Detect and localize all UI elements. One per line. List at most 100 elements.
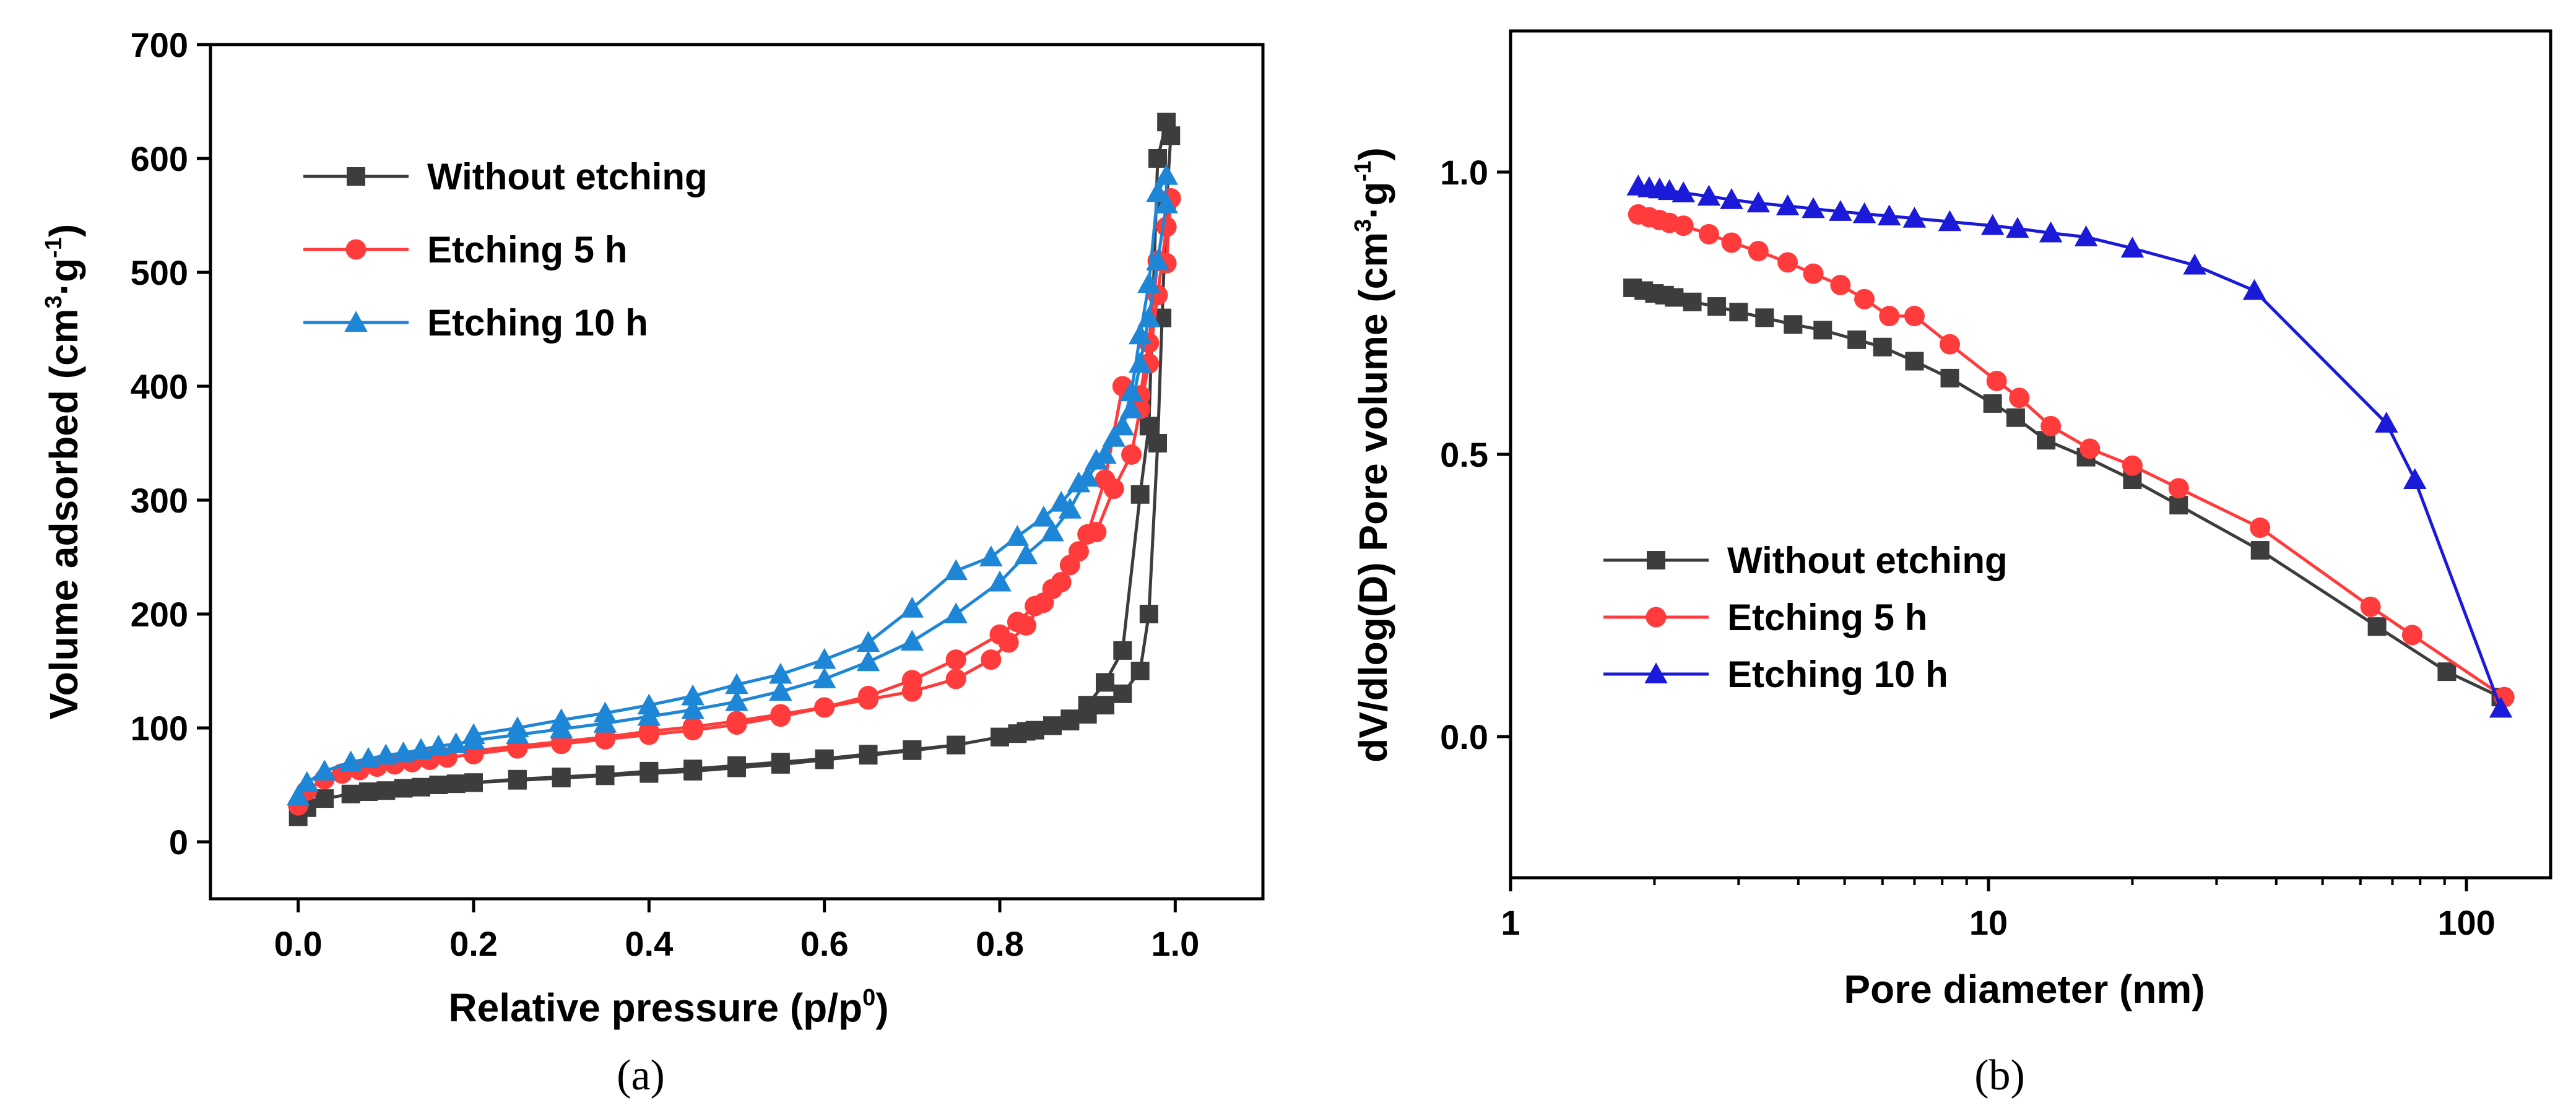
data-point (725, 673, 748, 695)
data-point (637, 693, 661, 715)
data-point (1016, 615, 1036, 636)
data-point (1847, 330, 1867, 349)
data-point (1148, 149, 1167, 168)
data-point (859, 746, 878, 765)
data-point (2009, 387, 2030, 409)
chart-a-legend: Without etching Etching 5 h Etching 10 h (303, 156, 708, 344)
series-without-etching (288, 113, 1181, 826)
legend-label: Etching 10 h (1727, 654, 1948, 695)
data-point (1041, 520, 1064, 542)
data-point (2079, 438, 2101, 459)
data-point (1802, 197, 1825, 219)
data-point (681, 698, 705, 719)
data-point (725, 690, 748, 711)
data-point (812, 647, 836, 669)
legend-label: Etching 5 h (1727, 597, 1927, 638)
chart-a-panel-label: (a) (617, 1052, 665, 1099)
chart-a-ticks: 0.0 0.2 0.4 0.6 0.8 1.0 0 100 200 300 400 500 600 700 (131, 25, 1200, 963)
data-point (1008, 724, 1027, 743)
series-etching-5-h (1628, 204, 2515, 708)
y-tick-label: 400 (131, 367, 188, 406)
data-point (815, 750, 834, 769)
legend-marker (344, 311, 368, 332)
data-point (1707, 297, 1727, 316)
data-point (339, 750, 363, 772)
series-without-etching (1623, 278, 2510, 707)
data-point (1067, 471, 1091, 493)
legend-marker (1646, 607, 1667, 628)
data-point (1755, 308, 1774, 327)
data-point (638, 721, 659, 742)
data-point (1938, 210, 1962, 232)
data-point (1043, 716, 1062, 735)
data-point (552, 768, 571, 787)
data-point (593, 701, 617, 723)
data-point (1813, 321, 1832, 340)
data-point (727, 758, 746, 777)
data-point (2074, 225, 2098, 246)
y-tick-label: 600 (131, 139, 188, 178)
data-point (315, 789, 334, 808)
data-point (1155, 192, 1178, 214)
y-tick-label: 0 (169, 823, 188, 862)
x-tick-label: 0.4 (625, 924, 673, 963)
data-point (637, 704, 661, 726)
legend-marker (347, 167, 365, 186)
data-point (376, 781, 396, 800)
data-point (1139, 417, 1158, 436)
data-point (1119, 380, 1143, 402)
legend-item: Etching 5 h (1603, 597, 1927, 638)
data-point (357, 747, 380, 768)
data-point (2168, 478, 2189, 499)
data-point (2401, 625, 2422, 646)
data-point (812, 667, 836, 688)
chart-b-legend: Without etching Etching 5 h Etching 10 h (1603, 540, 2008, 695)
data-point (1033, 592, 1054, 613)
data-point (1014, 543, 1038, 565)
data-point (2183, 253, 2206, 275)
chart-b-panel-label: (b) (1974, 1052, 2025, 1099)
data-point (341, 784, 360, 803)
data-point (769, 662, 792, 684)
chart-b-series (1623, 175, 2515, 718)
chart-a: 0.0 0.2 0.4 0.6 0.8 1.0 0 100 200 300 400 500 600 700… (41, 25, 1265, 1099)
data-point (981, 649, 1002, 670)
data-point (444, 732, 468, 753)
data-point (1049, 490, 1073, 512)
data-point (1128, 352, 1152, 373)
legend-item: Without etching (1603, 540, 2008, 581)
data-point (726, 711, 747, 732)
data-point (1086, 522, 1107, 543)
y-tick-label: 100 (131, 709, 188, 748)
data-point (858, 689, 878, 710)
y-tick-label: 500 (131, 253, 188, 292)
data-point (359, 782, 378, 802)
data-point (464, 773, 483, 792)
data-point (1111, 414, 1135, 436)
legend-item: Etching 5 h (303, 229, 627, 271)
data-point (446, 774, 466, 794)
data-point (1657, 179, 1681, 201)
data-point (429, 776, 448, 794)
legend-marker (1647, 551, 1665, 569)
data-point (1902, 207, 1927, 228)
data-point (770, 704, 791, 725)
y-tick-label: 300 (131, 481, 188, 520)
data-point (998, 632, 1019, 653)
data-point (947, 735, 966, 755)
data-point (2242, 279, 2266, 300)
data-point (2122, 455, 2143, 476)
data-point (2006, 408, 2025, 427)
data-point (2040, 415, 2062, 436)
data-point (1877, 204, 1901, 226)
data-point (903, 741, 922, 760)
series-etching-10-h (1626, 175, 2513, 718)
data-point (2250, 541, 2270, 560)
data-point (295, 771, 319, 792)
data-point (1137, 272, 1161, 293)
data-point (549, 708, 573, 730)
data-point (1776, 194, 1800, 215)
data-point (1051, 571, 1072, 592)
data-point (1025, 721, 1044, 740)
